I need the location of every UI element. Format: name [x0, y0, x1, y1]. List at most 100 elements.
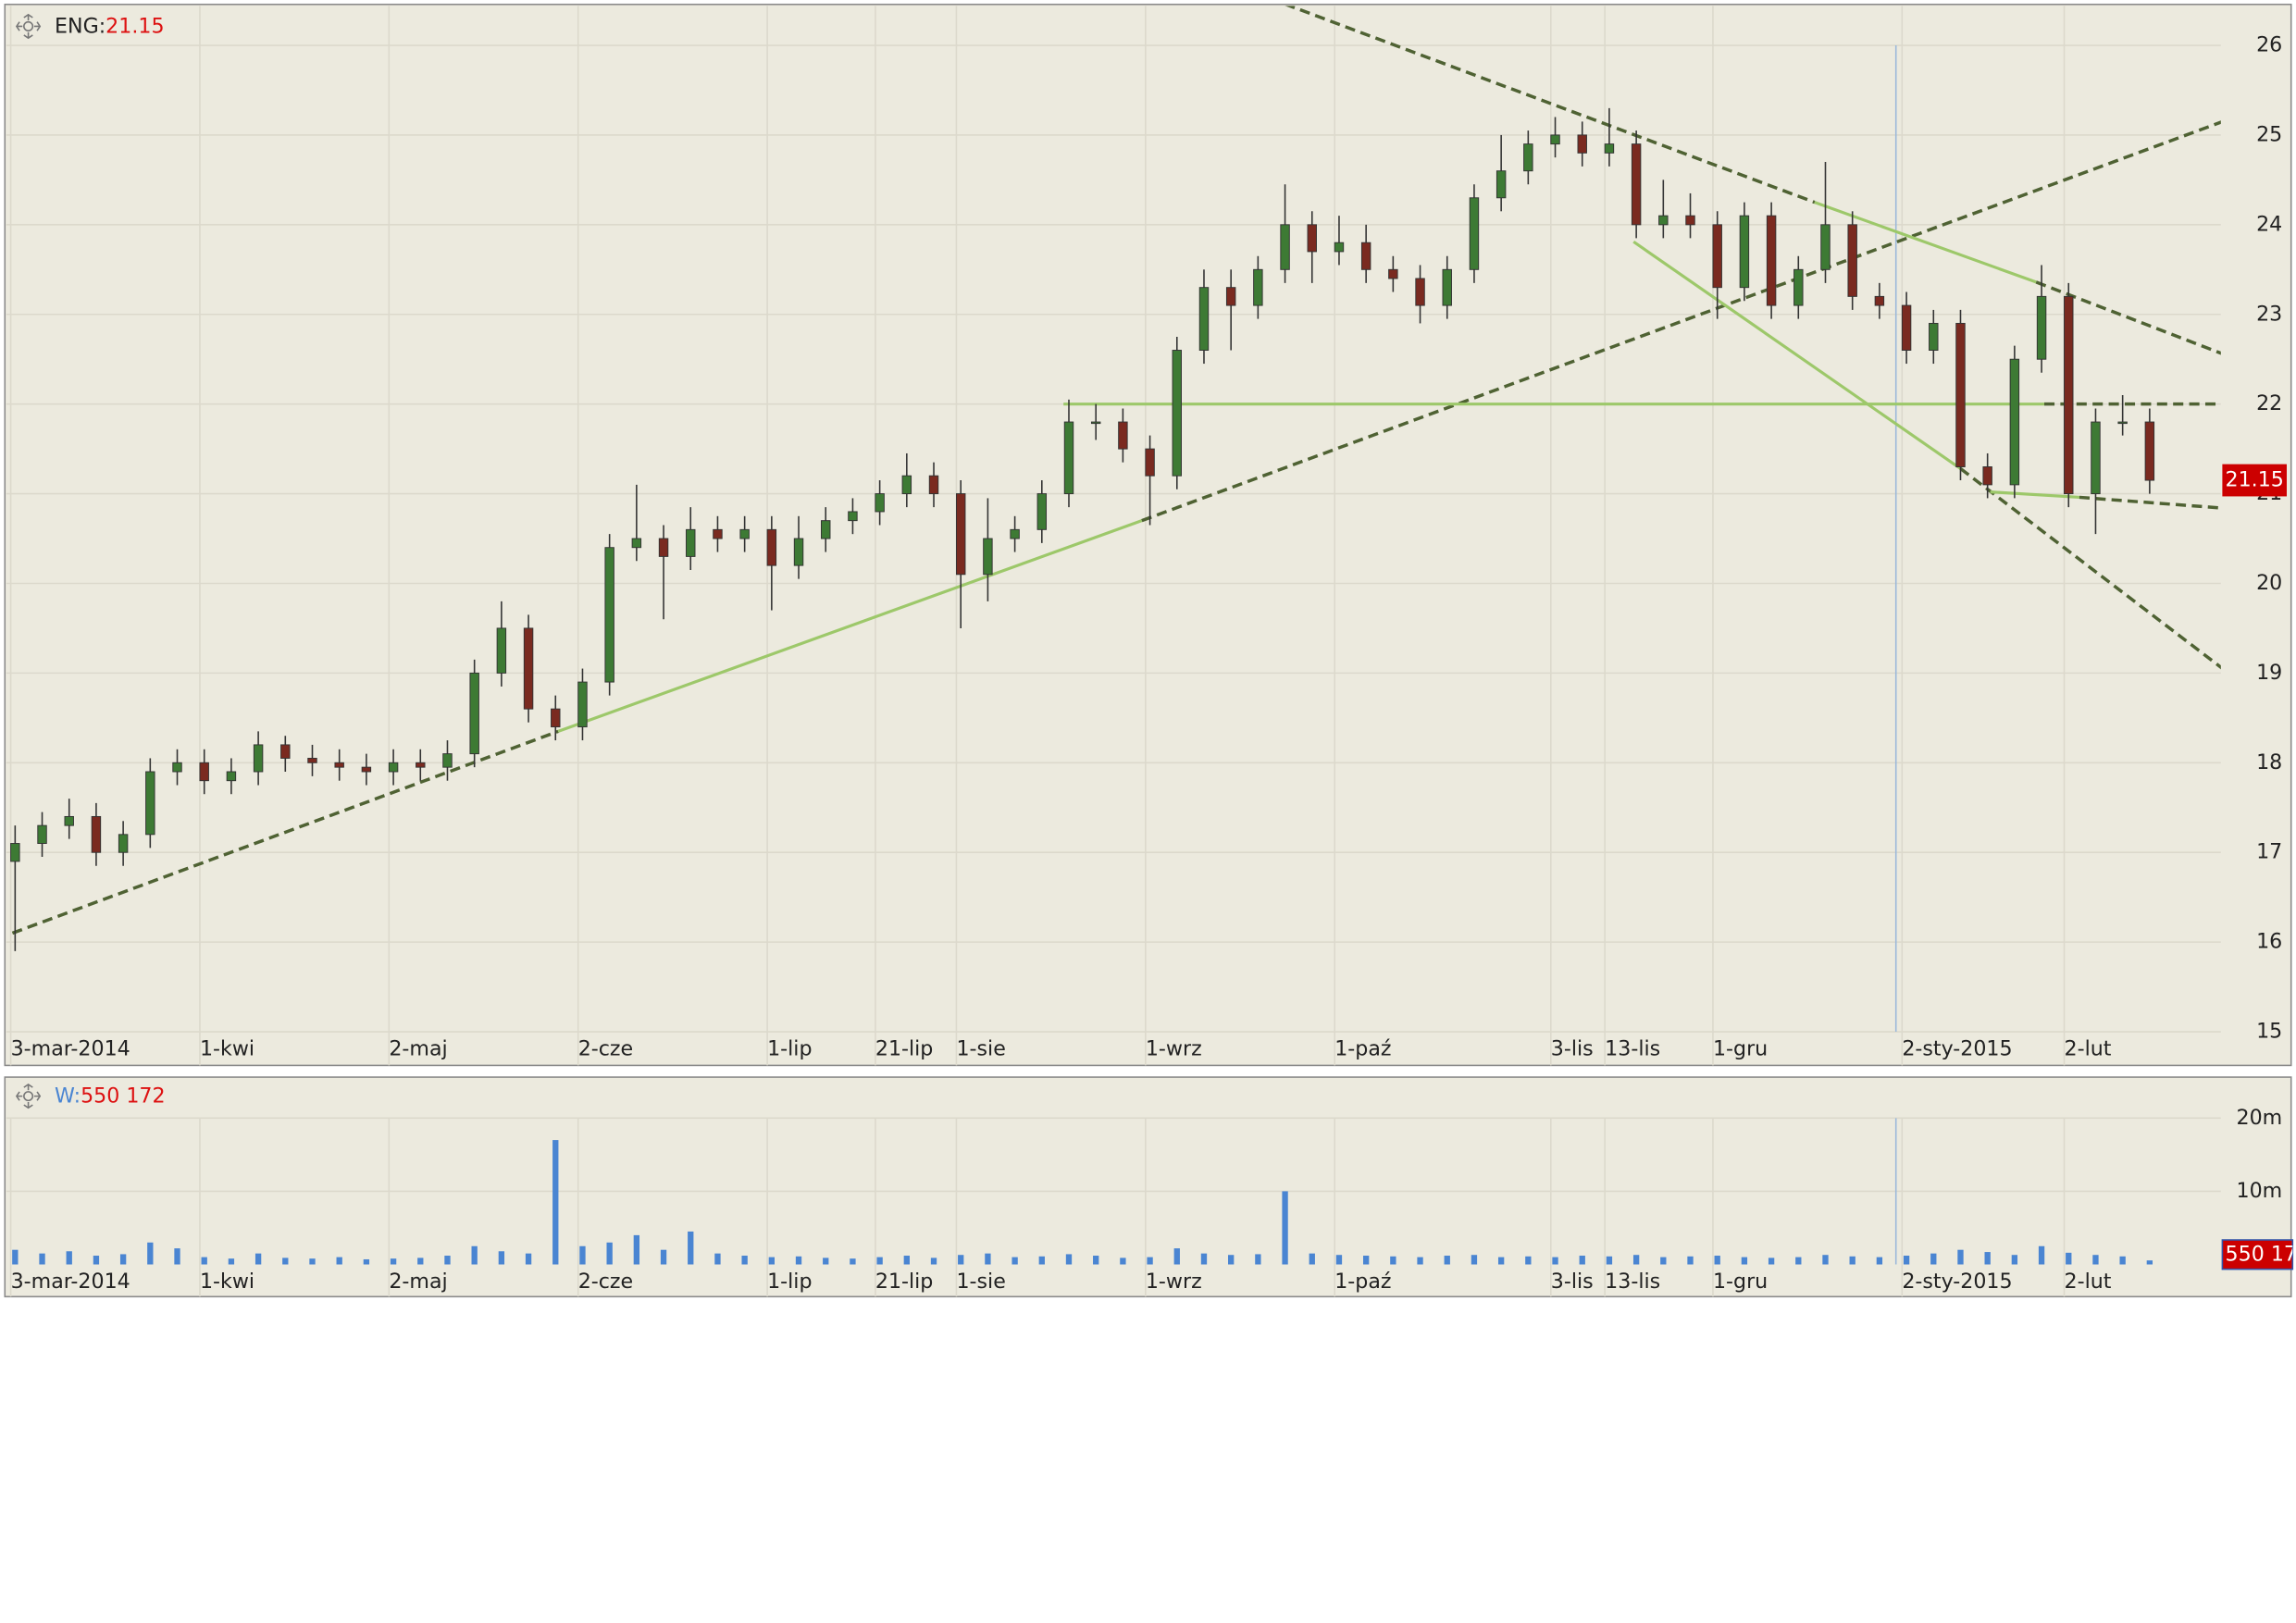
- y-tick-label: 15: [2256, 1020, 2282, 1044]
- volume-bar: [2011, 1255, 2018, 1265]
- volume-bar: [2119, 1256, 2126, 1265]
- volume-bar: [1984, 1252, 1991, 1265]
- candle-body: [1118, 421, 1128, 450]
- candle-body: [1523, 143, 1533, 172]
- volume-bar: [1632, 1255, 1640, 1265]
- volume-bar: [2038, 1245, 2045, 1265]
- volume-bar: [1660, 1257, 1667, 1265]
- candle-body: [1874, 295, 1885, 306]
- candle-body: [307, 757, 317, 763]
- volume-bar: [1282, 1191, 1288, 1265]
- candle-body: [658, 538, 669, 557]
- volume-bar: [795, 1256, 802, 1265]
- x-tick-label: 2-sty-2015: [1902, 1037, 2012, 1061]
- y-tick-label: 25: [2256, 122, 2282, 146]
- x-tick-label: 1-sie: [956, 1037, 1005, 1061]
- candle-body: [2144, 421, 2155, 481]
- candle-body: [928, 475, 939, 495]
- move-icon[interactable]: [15, 13, 42, 40]
- x-tick-label: 3-lis: [1551, 1037, 1594, 1061]
- x-tick-label: 3-mar-2014: [11, 1270, 130, 1294]
- candle-body: [1901, 304, 1912, 351]
- x-tick-label: 1-wrz: [1146, 1037, 1202, 1061]
- trendline: [2035, 280, 2221, 355]
- candle-body: [1955, 322, 1966, 467]
- candle-body: [10, 843, 20, 862]
- candle-body: [821, 520, 831, 539]
- volume-bar: [471, 1245, 478, 1265]
- candle-body: [631, 538, 642, 549]
- move-icon[interactable]: [15, 1084, 42, 1109]
- volume-bar: [39, 1253, 45, 1265]
- volume-bar: [823, 1258, 829, 1265]
- candle-body: [1010, 528, 1020, 539]
- candle-body: [37, 824, 47, 844]
- candle-body: [1145, 448, 1155, 477]
- volume-bar: [579, 1245, 586, 1265]
- candle-body: [469, 672, 479, 755]
- volume-bar: [1255, 1254, 1261, 1265]
- candle-body: [848, 511, 858, 522]
- x-tick-label: 1-gru: [1713, 1037, 1768, 1061]
- volume-bar: [1876, 1257, 1883, 1265]
- candle-body: [496, 627, 507, 674]
- volume-bar: [1849, 1256, 1855, 1265]
- last-price-flag: [2222, 464, 2287, 497]
- candle-body: [1712, 224, 1722, 289]
- volume-bar: [930, 1258, 937, 1265]
- candle-body: [901, 475, 912, 495]
- candle-body: [226, 771, 237, 782]
- candle-body: [1280, 224, 1290, 270]
- candle-body: [686, 528, 696, 557]
- volume-bar: [1200, 1253, 1208, 1265]
- last-volume-flag: [2221, 1239, 2294, 1270]
- volume-bar: [552, 1140, 559, 1265]
- volume-bar: [254, 1253, 262, 1265]
- volume-bar: [1335, 1255, 1343, 1265]
- candle-body: [1496, 170, 1507, 199]
- candle-body: [1766, 215, 1777, 306]
- volume-bar: [1173, 1248, 1180, 1265]
- candle-body: [2036, 295, 2047, 360]
- trendline: [1990, 490, 2080, 500]
- candle-body: [64, 815, 74, 826]
- volume-bar: [633, 1234, 640, 1265]
- price-panel: [4, 3, 2292, 1067]
- volume-bar: [606, 1242, 613, 1265]
- volume-bar: [12, 1249, 19, 1265]
- x-tick-label: 13-lis: [1605, 1037, 1660, 1061]
- candle-body: [172, 762, 182, 773]
- volume-bar: [1471, 1255, 1478, 1265]
- candle-body: [577, 681, 588, 728]
- volume-bar: [119, 1254, 127, 1265]
- volume-bar: [1606, 1256, 1613, 1265]
- volume-bar: [444, 1256, 451, 1265]
- volume-bar: [147, 1242, 154, 1265]
- x-tick-label: 1-kwi: [200, 1270, 254, 1294]
- last-price-label: 21.15: [2226, 468, 2284, 492]
- x-tick-label: 3-lis: [1551, 1270, 1594, 1294]
- candle-body: [1929, 322, 1939, 351]
- candle-body: [1442, 268, 1452, 306]
- volume-bar: [1497, 1257, 1505, 1265]
- volume-bar: [1309, 1253, 1315, 1265]
- candle-body: [523, 627, 534, 710]
- volume-bar: [309, 1258, 316, 1265]
- volume-bar: [2146, 1260, 2153, 1265]
- y-tick-label: 26: [2256, 33, 2282, 57]
- candle-body: [442, 753, 453, 768]
- candle-body: [145, 771, 155, 836]
- x-tick-label: 2-cze: [578, 1037, 633, 1061]
- candle-body: [1982, 466, 1992, 486]
- volume-bar: [390, 1258, 397, 1265]
- x-tick-label: 2-maj: [389, 1037, 447, 1061]
- x-tick-label: 1-gru: [1713, 1270, 1768, 1294]
- volume-bar: [714, 1253, 721, 1265]
- candle-body: [551, 708, 561, 728]
- candle-body: [1360, 242, 1371, 270]
- volume-bar: [660, 1249, 667, 1265]
- volume-bar: [903, 1256, 910, 1265]
- candle-body: [1820, 224, 1831, 270]
- volume-bar: [2066, 1252, 2072, 1265]
